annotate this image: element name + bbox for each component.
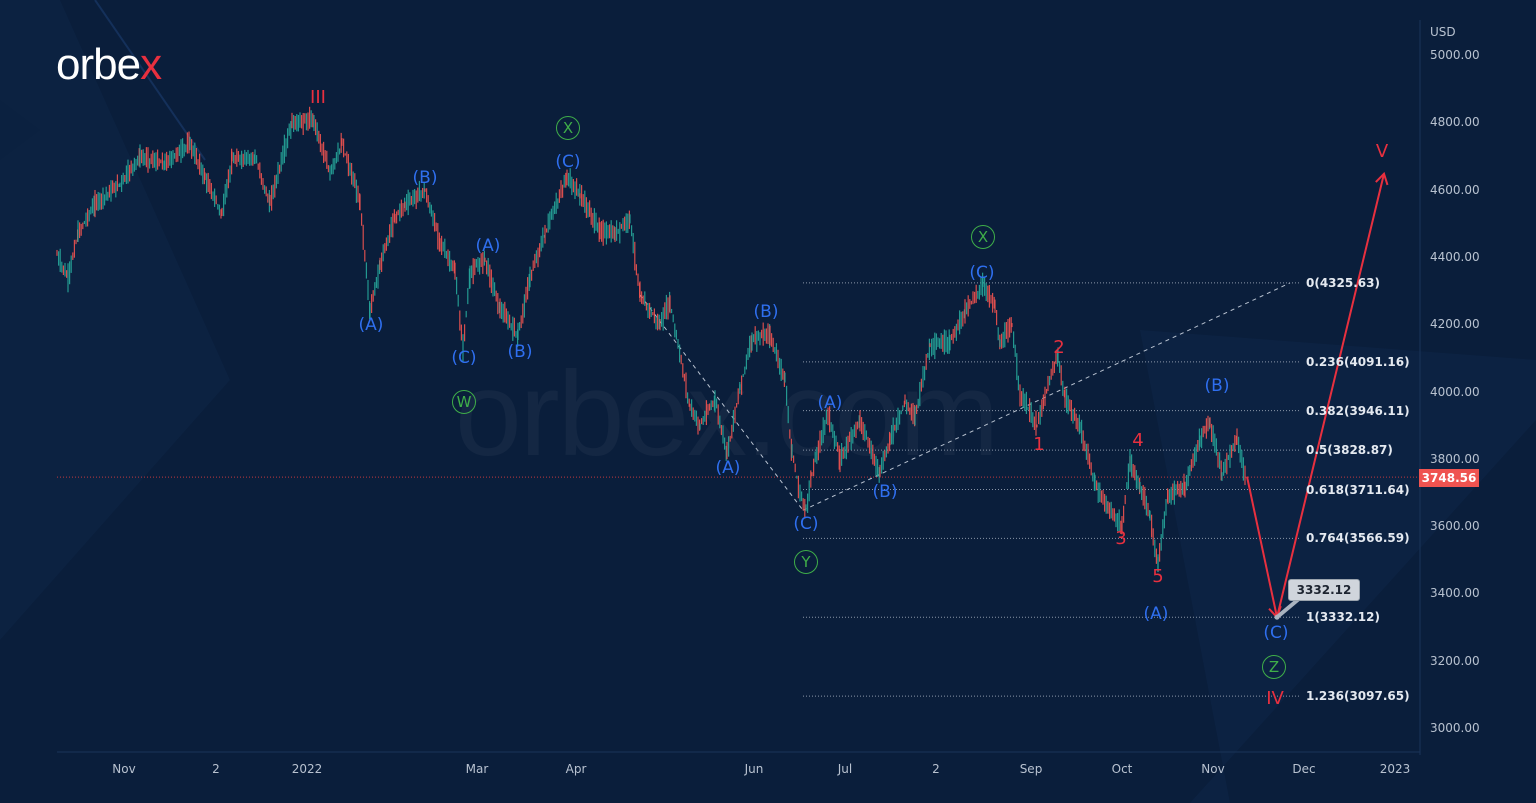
- fib-level-label: 0.618(3711.64): [1306, 482, 1410, 497]
- y-tick-label: 4600.00: [1430, 182, 1480, 197]
- wave-label-blue: (A): [817, 393, 843, 413]
- x-tick-label: Jun: [744, 762, 764, 776]
- y-tick-label: 3200.00: [1430, 653, 1480, 668]
- wave-label-blue: (C): [451, 348, 477, 368]
- wave-label-green: Y: [794, 550, 818, 574]
- y-tick-label: 4200.00: [1430, 317, 1480, 332]
- wave-label-blue: (A): [715, 458, 741, 478]
- fib-level-label: 0.764(3566.59): [1306, 531, 1410, 546]
- fib-trendline: [639, 294, 804, 511]
- x-tick-label: Oct: [1111, 762, 1133, 776]
- x-tick-label: 2: [932, 762, 940, 776]
- logo-accent: x: [140, 40, 162, 89]
- y-tick-label: 3400.00: [1430, 586, 1480, 601]
- y-tick-label: 3800.00: [1430, 451, 1480, 466]
- wave-label-blue: (A): [1143, 604, 1169, 624]
- wave-label-red: III: [310, 87, 326, 108]
- x-tick-label: Mar: [465, 762, 489, 776]
- wave-label-red: V: [1375, 141, 1389, 162]
- y-tick-label: 3600.00: [1430, 519, 1480, 534]
- wave-label-blue: (A): [475, 236, 501, 256]
- candlesticks: [56, 106, 1246, 573]
- fib-level-label: 0.382(3946.11): [1306, 403, 1410, 418]
- x-tick-label: 2022: [291, 762, 323, 776]
- wave-label-green: Z: [1262, 655, 1286, 679]
- x-tick-label: 2: [212, 762, 220, 776]
- wave-label-green: W: [452, 390, 476, 414]
- wave-label-red: 3: [1115, 528, 1127, 549]
- x-tick-label: 2023: [1379, 762, 1411, 776]
- wave-label-green: X: [971, 225, 995, 249]
- wave-label-blue: (B): [412, 168, 438, 188]
- last-price-tag: 3748.56: [1419, 469, 1479, 487]
- y-tick-label: 3000.00: [1430, 721, 1480, 735]
- wave-label-red: IV: [1266, 688, 1284, 709]
- forecast-path: [1246, 173, 1385, 618]
- wave-label-blue: (A): [358, 315, 384, 335]
- wave-label-blue: (C): [1263, 623, 1289, 643]
- fib-level-label: 0.5(3828.87): [1306, 443, 1393, 458]
- fib-trendline: [802, 282, 1291, 511]
- wave-label-red: 4: [1132, 430, 1144, 451]
- x-tick-label: Nov: [1201, 762, 1225, 776]
- currency-label: USD: [1430, 25, 1456, 39]
- x-tick-label: Sep: [1019, 762, 1043, 776]
- wave-label-green: X: [556, 116, 580, 140]
- fib-level-label: 1(3332.12): [1306, 610, 1380, 625]
- orbex-logo: orbex: [56, 40, 162, 90]
- x-tick-label: Jul: [837, 762, 853, 776]
- wave-label-blue: (C): [969, 263, 995, 283]
- x-tick-label: Nov: [112, 762, 136, 776]
- wave-label-blue: (B): [753, 302, 779, 322]
- wave-label-blue: (B): [872, 482, 898, 502]
- y-tick-label: 4000.00: [1430, 384, 1480, 399]
- y-tick-label: 5000.00: [1430, 48, 1480, 62]
- wave-label-blue: (C): [555, 152, 581, 172]
- wave-label-red: 1: [1033, 434, 1045, 455]
- target-price-callout: 3332.12: [1288, 579, 1360, 601]
- wave-label-red: 2: [1053, 337, 1065, 358]
- fib-level-label: 1.236(3097.65): [1306, 689, 1410, 704]
- wave-label-blue: (B): [1204, 376, 1230, 396]
- arrow-up-icon: [1375, 171, 1389, 186]
- wave-label-blue: (B): [507, 342, 533, 362]
- y-tick-label: 4800.00: [1430, 115, 1480, 130]
- x-tick-label: Dec: [1292, 762, 1316, 776]
- wave-label-red: 5: [1152, 566, 1164, 587]
- fib-level-label: 0.236(4091.16): [1306, 354, 1410, 369]
- callout-pointer: [1275, 596, 1302, 619]
- wave-label-blue: (C): [793, 514, 819, 534]
- x-tick-label: Apr: [565, 762, 587, 776]
- fib-level-label: 0(4325.63): [1306, 275, 1380, 290]
- y-tick-label: 4400.00: [1430, 249, 1480, 264]
- logo-text: orbe: [56, 40, 141, 89]
